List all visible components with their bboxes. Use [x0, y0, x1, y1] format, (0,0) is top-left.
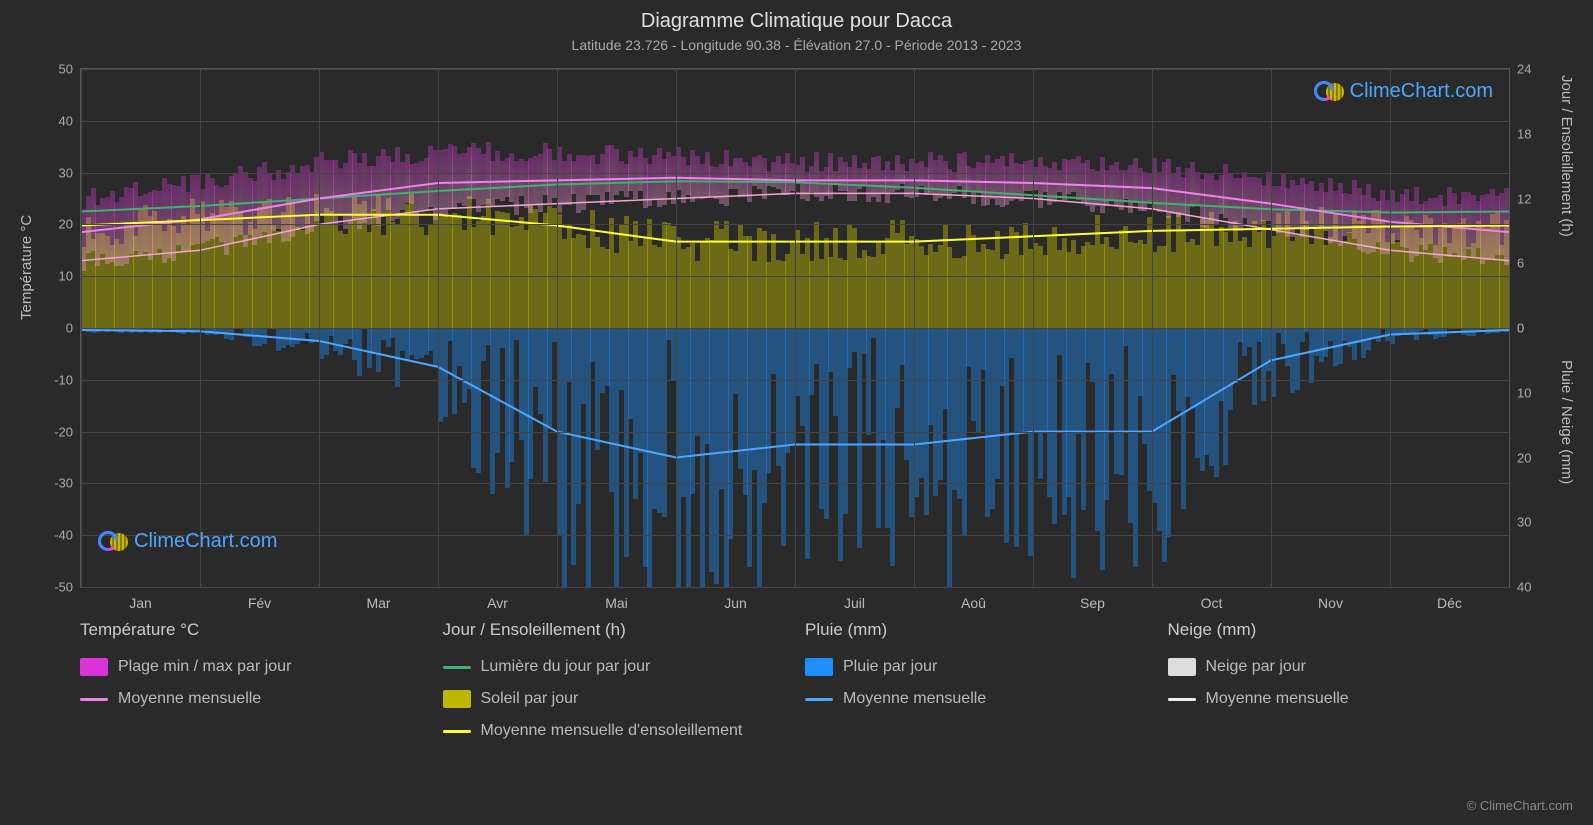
legend: Température °C Plage min / max par jour …: [80, 620, 1510, 740]
right-tick-label: 30: [1517, 515, 1531, 530]
right-tick-label: 10: [1517, 385, 1531, 400]
month-label: Jun: [724, 595, 747, 611]
legend-header: Neige (mm): [1168, 620, 1511, 640]
swatch-line-icon: [80, 698, 108, 701]
copyright-text: © ClimeChart.com: [1467, 798, 1573, 813]
legend-item-sun-mean: Moyenne mensuelle d'ensoleillement: [443, 722, 786, 740]
month-label: Oct: [1201, 595, 1223, 611]
swatch-icon: [80, 658, 108, 676]
grid-line: [795, 69, 796, 587]
grid-line: [1390, 69, 1391, 587]
right-tick-label: 18: [1517, 126, 1531, 141]
left-tick-label: -40: [54, 528, 73, 543]
month-label: Nov: [1318, 595, 1343, 611]
legend-label: Moyenne mensuelle: [843, 690, 986, 708]
legend-header: Température °C: [80, 620, 423, 640]
legend-item-snow-daily: Neige par jour: [1168, 658, 1511, 676]
grid-line: [914, 69, 915, 587]
right-tick-label: 0: [1517, 321, 1524, 336]
swatch-line-icon: [1168, 698, 1196, 701]
logo-icon: [98, 531, 128, 553]
legend-label: Moyenne mensuelle d'ensoleillement: [481, 722, 743, 740]
right-tick-label: 12: [1517, 191, 1531, 206]
month-label: Jan: [129, 595, 152, 611]
right-tick-label: 6: [1517, 256, 1524, 271]
left-tick-label: -20: [54, 424, 73, 439]
logo-text: ClimeChart.com: [134, 530, 277, 553]
chart-subtitle: Latitude 23.726 - Longitude 90.38 - Élév…: [0, 37, 1593, 53]
legend-col-daylight: Jour / Ensoleillement (h) Lumière du jou…: [443, 620, 786, 740]
swatch-icon: [805, 658, 833, 676]
legend-col-snow: Neige (mm) Neige par jour Moyenne mensue…: [1168, 620, 1511, 740]
logo-bottom-left: ClimeChart.com: [98, 530, 277, 553]
left-tick-label: 0: [66, 321, 73, 336]
left-axis-title: Température °C: [18, 215, 35, 320]
right-tick-label: 20: [1517, 450, 1531, 465]
left-tick-label: 50: [59, 62, 73, 77]
legend-header: Jour / Ensoleillement (h): [443, 620, 786, 640]
right-tick-label: 24: [1517, 62, 1531, 77]
legend-item-daylight: Lumière du jour par jour: [443, 658, 786, 676]
chart-title: Diagramme Climatique pour Dacca: [0, 0, 1593, 33]
legend-label: Lumière du jour par jour: [481, 658, 651, 676]
legend-label: Pluie par jour: [843, 658, 937, 676]
grid-line: [557, 69, 558, 587]
grid-line: [319, 69, 320, 587]
grid-line: [438, 69, 439, 587]
swatch-line-icon: [805, 698, 833, 701]
left-tick-label: -50: [54, 580, 73, 595]
grid-line: [1271, 69, 1272, 587]
grid-line: [1152, 69, 1153, 587]
left-tick-label: 20: [59, 217, 73, 232]
swatch-line-icon: [443, 730, 471, 733]
month-label: Sep: [1080, 595, 1105, 611]
legend-item-sun: Soleil par jour: [443, 690, 786, 708]
swatch-icon: [443, 690, 471, 708]
legend-item-temp-mean: Moyenne mensuelle: [80, 690, 423, 708]
month-label: Déc: [1437, 595, 1462, 611]
month-label: Aoû: [961, 595, 986, 611]
month-label: Mai: [605, 595, 628, 611]
left-tick-label: 10: [59, 269, 73, 284]
legend-label: Plage min / max par jour: [118, 658, 291, 676]
legend-label: Neige par jour: [1206, 658, 1307, 676]
left-tick-label: 40: [59, 113, 73, 128]
right-axis-title-bottom: Pluie / Neige (mm): [1558, 360, 1575, 484]
logo-top-right: ClimeChart.com: [1314, 80, 1493, 103]
grid-line: [676, 69, 677, 587]
legend-label: Moyenne mensuelle: [118, 690, 261, 708]
grid-line: [200, 69, 201, 587]
legend-header: Pluie (mm): [805, 620, 1148, 640]
left-tick-label: 30: [59, 165, 73, 180]
legend-item-temp-range: Plage min / max par jour: [80, 658, 423, 676]
logo-icon: [1314, 81, 1344, 103]
legend-col-rain: Pluie (mm) Pluie par jour Moyenne mensue…: [805, 620, 1148, 740]
legend-item-rain-daily: Pluie par jour: [805, 658, 1148, 676]
plot-area: 50403020100-10-20-30-40-5024181260010203…: [80, 68, 1510, 588]
swatch-icon: [1168, 658, 1196, 676]
month-label: Juil: [844, 595, 865, 611]
logo-text: ClimeChart.com: [1350, 80, 1493, 103]
month-label: Fév: [248, 595, 271, 611]
grid-line: [81, 69, 82, 587]
legend-item-snow-mean: Moyenne mensuelle: [1168, 690, 1511, 708]
grid-line: [81, 587, 1509, 588]
month-label: Mar: [366, 595, 390, 611]
legend-label: Soleil par jour: [481, 690, 579, 708]
legend-item-rain-mean: Moyenne mensuelle: [805, 690, 1148, 708]
right-tick-label: 40: [1517, 580, 1531, 595]
right-axis-title-top: Jour / Ensoleillement (h): [1558, 75, 1575, 237]
grid-line: [1033, 69, 1034, 587]
left-tick-label: -10: [54, 372, 73, 387]
left-tick-label: -30: [54, 476, 73, 491]
legend-col-temperature: Température °C Plage min / max par jour …: [80, 620, 423, 740]
swatch-line-icon: [443, 666, 471, 669]
legend-label: Moyenne mensuelle: [1206, 690, 1349, 708]
month-label: Avr: [487, 595, 508, 611]
